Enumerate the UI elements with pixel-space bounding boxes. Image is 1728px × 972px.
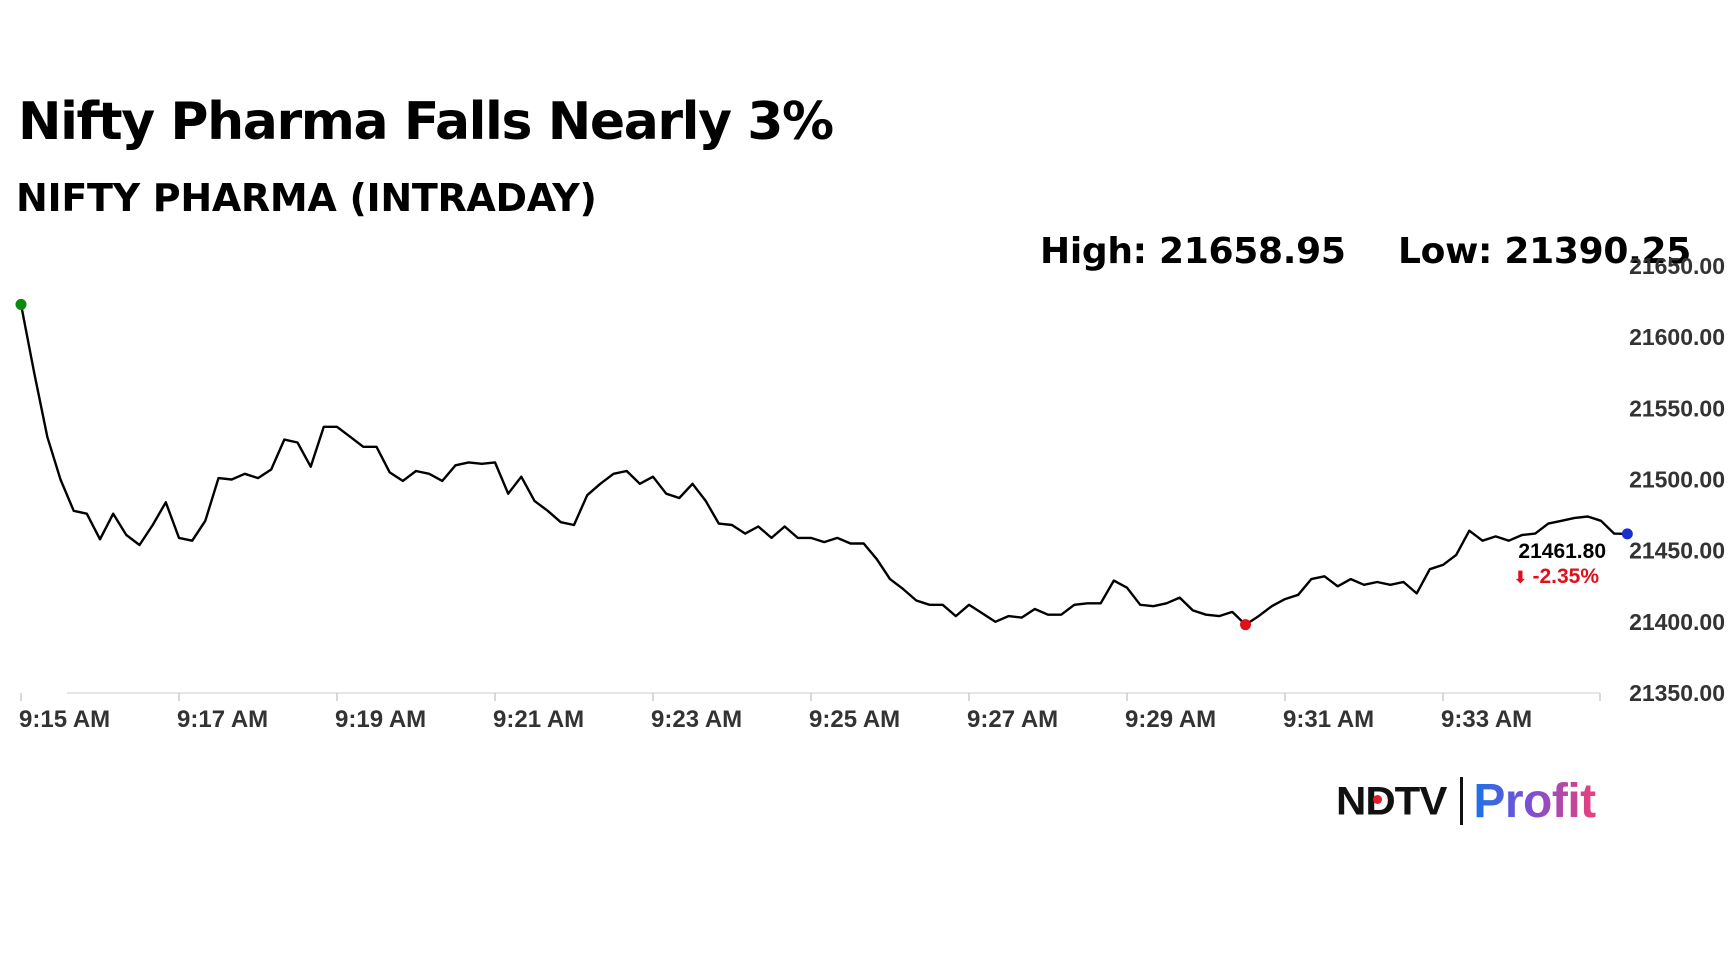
- ndtv-profit-logo: NDTV Profit: [1336, 772, 1596, 830]
- open-marker: [15, 298, 27, 310]
- last-marker: [1621, 528, 1633, 540]
- logo-separator: [1460, 777, 1464, 825]
- logo-ndtv-text: NDTV: [1336, 778, 1447, 823]
- y-tick-label: 21500.00: [1629, 467, 1725, 493]
- down-arrow-icon: ⬇: [1513, 568, 1527, 588]
- x-tick-label: 9:29 AM: [1125, 706, 1216, 733]
- plot-layer: 21350.00 21400.00 21450.00 21500.00 21550.00…: [15, 253, 1725, 733]
- x-tick-label: 9:23 AM: [651, 706, 742, 733]
- y-tick-label: 21550.00: [1629, 395, 1725, 421]
- x-tick-label: 9:15 AM: [19, 706, 110, 733]
- x-tick-label: 9:19 AM: [335, 706, 426, 733]
- x-tick-label: 9:33 AM: [1441, 706, 1532, 733]
- x-tick-label: 9:21 AM: [493, 706, 584, 733]
- y-tick-label: 21450.00: [1629, 538, 1725, 564]
- high-stat: High: 21658.95: [1040, 231, 1346, 272]
- y-tick-label: 21400.00: [1629, 609, 1725, 635]
- price-line: [19, 304, 1628, 626]
- low-stat: Low: 21390.25: [1398, 231, 1691, 272]
- change-value: -2.35%: [1532, 565, 1599, 588]
- logo-red-dot: [1373, 795, 1382, 804]
- x-tick-label: 9:17 AM: [177, 706, 268, 733]
- y-tick-label: 21350.00: [1629, 680, 1725, 706]
- x-tick-label: 9:31 AM: [1283, 706, 1374, 733]
- logo-profit-text: Profit: [1473, 774, 1596, 828]
- last-value-label: 21461.80: [1518, 540, 1606, 563]
- low-marker: [1240, 619, 1252, 631]
- headline: Nifty Pharma Falls Nearly 3%: [18, 92, 834, 152]
- chart-subtitle: NIFTY PHARMA (INTRADAY): [16, 176, 597, 220]
- change-label: ⬇ -2.35%: [1513, 565, 1599, 588]
- x-tick-label: 9:27 AM: [967, 706, 1058, 733]
- y-tick-label: 21600.00: [1629, 324, 1725, 350]
- x-tick-label: 9:25 AM: [809, 706, 900, 733]
- y-tick-label: 21650.00: [1629, 253, 1725, 279]
